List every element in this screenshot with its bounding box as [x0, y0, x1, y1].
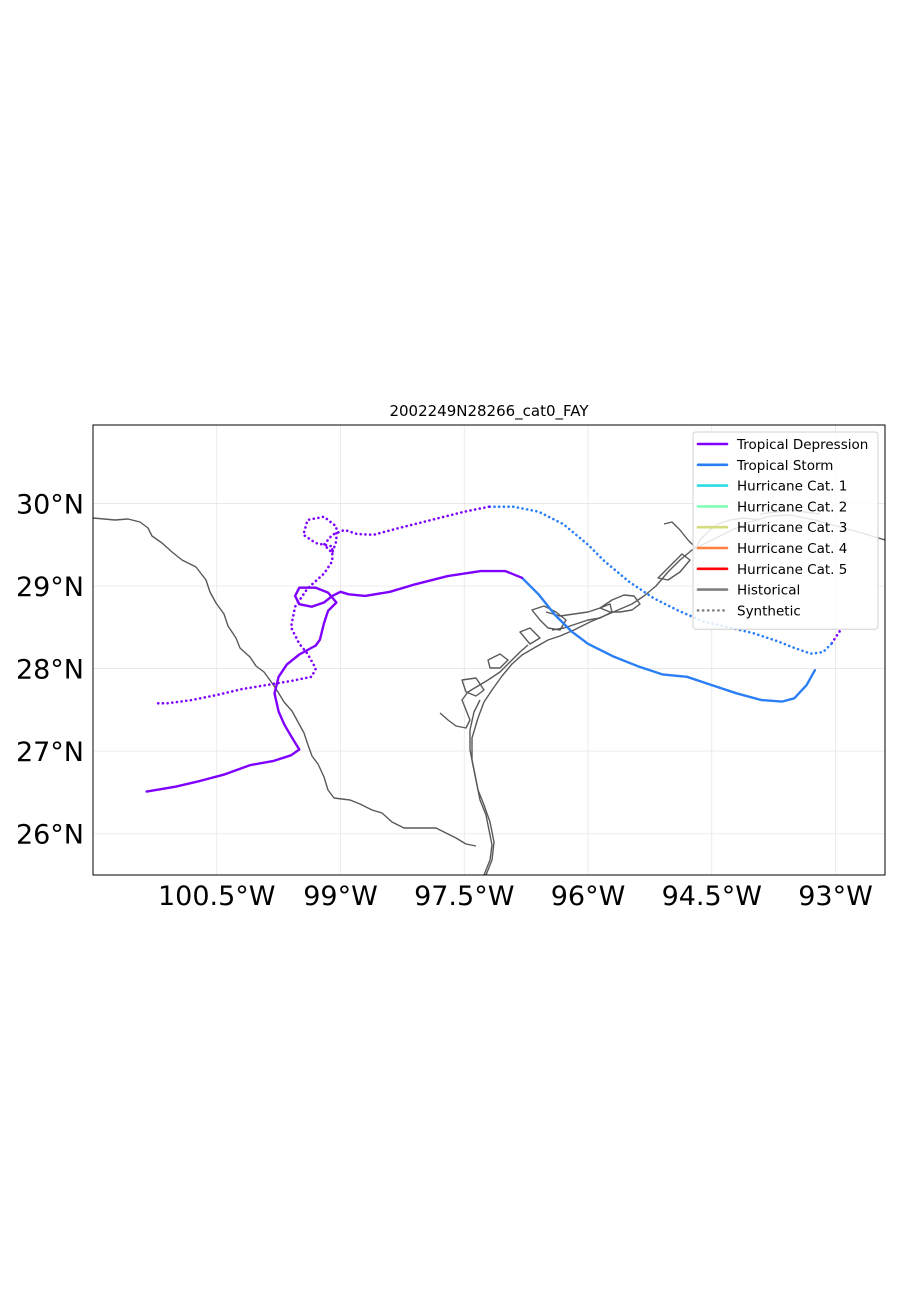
legend-label: Hurricane Cat. 2 [737, 499, 847, 515]
lat-tick-label: 30°N [16, 489, 84, 520]
lat-tick-label: 29°N [16, 572, 84, 603]
lon-tick-label: 93°W [798, 881, 873, 912]
lon-tick-label: 94.5°W [662, 881, 762, 912]
coastline-path [520, 628, 540, 644]
lat-tick-label: 26°N [16, 820, 84, 851]
legend-label: Hurricane Cat. 4 [737, 541, 847, 557]
coastline-path [488, 654, 508, 668]
coastline-path [462, 678, 484, 696]
legend-label: Hurricane Cat. 3 [737, 520, 847, 536]
legend-label: Synthetic [737, 603, 801, 619]
lon-tick-label: 96°W [551, 881, 626, 912]
legend-label: Hurricane Cat. 1 [737, 479, 847, 495]
legend: Tropical Depression Tropical Storm Hurrica… [693, 432, 878, 629]
lat-tick-label: 27°N [16, 737, 84, 768]
synthetic-track-segment [155, 507, 489, 704]
coastline-path [440, 645, 528, 728]
lon-tick-label: 97.5°W [414, 881, 514, 912]
lat-tick-label: 28°N [16, 655, 84, 686]
coastline-path [658, 554, 690, 580]
lon-tick-label: 100.5°W [158, 881, 276, 912]
legend-label: Tropical Storm [736, 458, 833, 474]
lon-tick-label: 99°W [303, 881, 378, 912]
coastline-path [532, 606, 566, 630]
legend-label: Historical [737, 583, 800, 599]
historical-track-segment [147, 571, 522, 792]
legend-label: Tropical Depression [736, 437, 868, 453]
legend-label: Hurricane Cat. 5 [737, 562, 847, 578]
coastline-path [470, 700, 494, 875]
